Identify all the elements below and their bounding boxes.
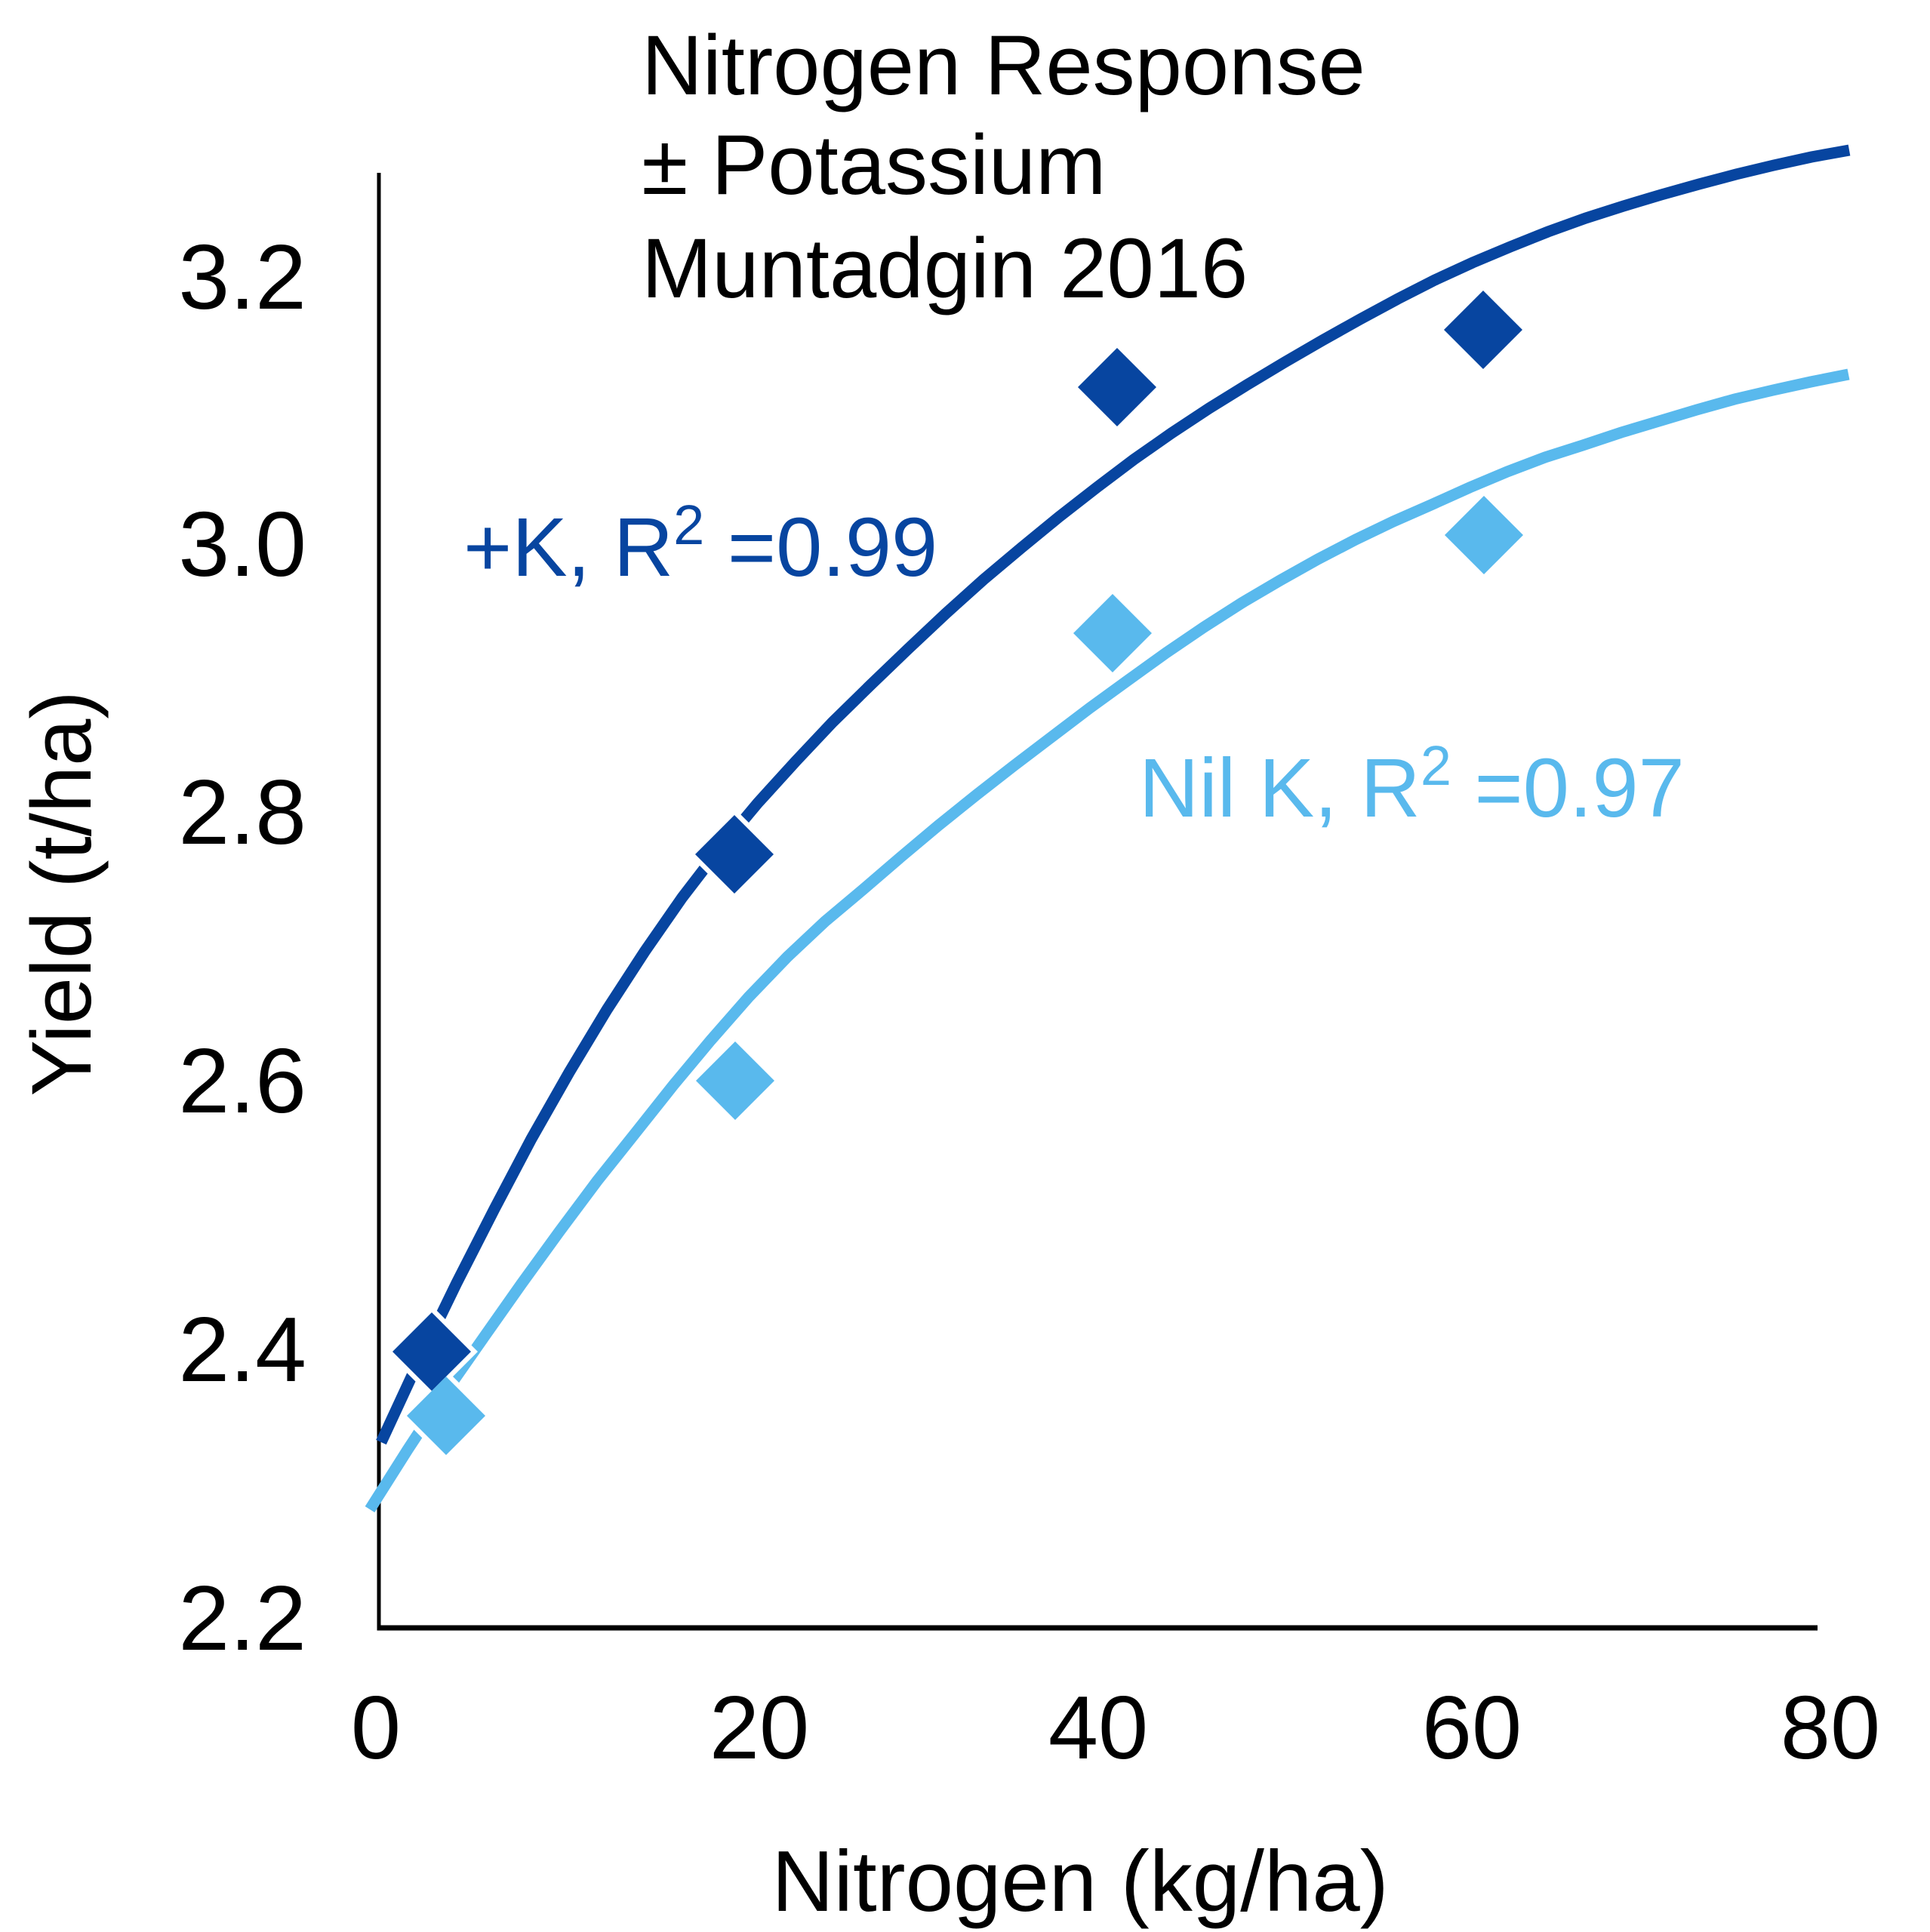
svg-text:Nitrogen (kg/ha): Nitrogen (kg/ha) [771, 1834, 1388, 1930]
svg-text:0: 0 [351, 1678, 401, 1778]
svg-text:± Potassium: ± Potassium [642, 118, 1106, 212]
svg-text:3.2: 3.2 [178, 226, 306, 328]
svg-text:20: 20 [710, 1678, 809, 1778]
svg-text:60: 60 [1422, 1678, 1522, 1778]
svg-text:2.8: 2.8 [178, 761, 306, 863]
svg-text:2.6: 2.6 [178, 1029, 306, 1132]
svg-text:80: 80 [1781, 1678, 1880, 1778]
svg-text:40: 40 [1048, 1678, 1148, 1778]
svg-text:Muntadgin 2016: Muntadgin 2016 [642, 221, 1248, 315]
svg-text:Nitrogen Response: Nitrogen Response [642, 18, 1365, 112]
svg-text:Yield (t/ha): Yield (t/ha) [14, 691, 109, 1096]
svg-text:+K, R2 =0.99: +K, R2 =0.99 [463, 494, 937, 594]
svg-text:2.4: 2.4 [178, 1298, 306, 1401]
svg-text:Nil K, R2 =0.97: Nil K, R2 =0.97 [1139, 734, 1685, 835]
svg-text:2.2: 2.2 [178, 1567, 306, 1669]
svg-text:3.0: 3.0 [178, 493, 306, 595]
